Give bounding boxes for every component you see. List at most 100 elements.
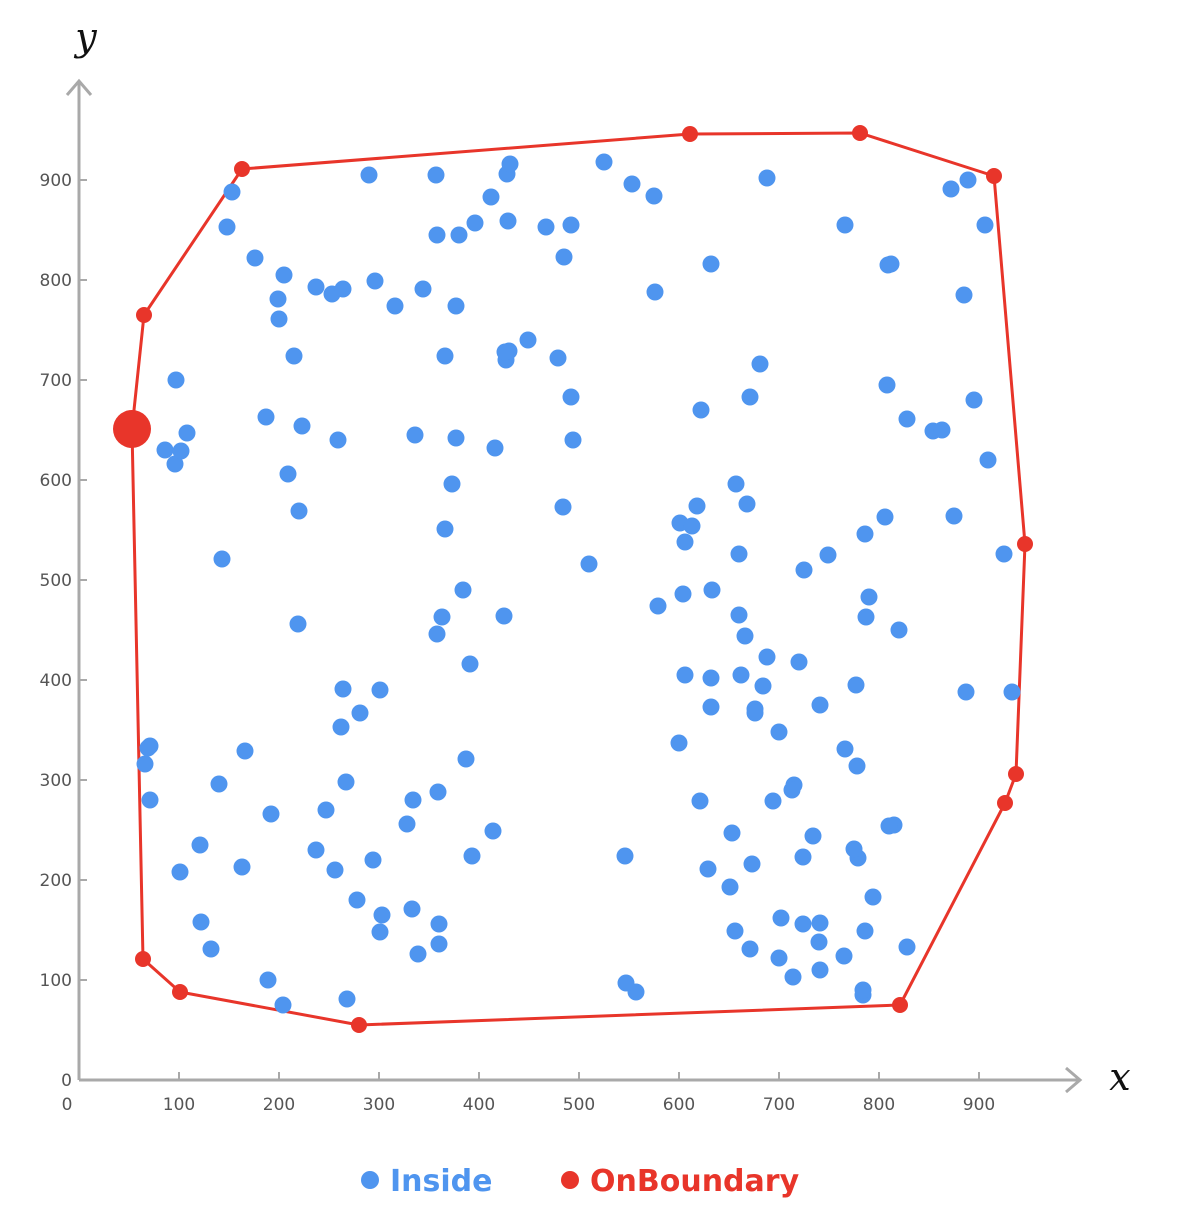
x-tick-label: 800 <box>863 1095 895 1115</box>
inside-point <box>501 155 519 173</box>
inside-point <box>810 933 828 951</box>
inside-point <box>307 841 325 859</box>
inside-point <box>616 847 634 865</box>
inside-point <box>334 680 352 698</box>
inside-point <box>274 996 292 1014</box>
inside-point <box>794 848 812 866</box>
inside-point <box>436 347 454 365</box>
legend-onboundary-marker <box>561 1171 579 1189</box>
inside-point <box>285 347 303 365</box>
inside-point <box>794 915 812 933</box>
inside-point <box>649 597 667 615</box>
inside-point <box>741 388 759 406</box>
inside-point <box>329 431 347 449</box>
inside-point <box>486 439 504 457</box>
inside-point <box>450 226 468 244</box>
y-tick-label: 700 <box>40 371 72 391</box>
inside-point <box>555 248 573 266</box>
inside-point <box>857 608 875 626</box>
inside-point <box>270 310 288 328</box>
x-tick-label: 600 <box>663 1095 695 1115</box>
inside-point <box>770 949 788 967</box>
y-tick-label: 200 <box>40 871 72 891</box>
inside-point <box>898 410 916 428</box>
y-tick-label: 100 <box>40 971 72 991</box>
boundary-point <box>172 984 188 1000</box>
inside-point <box>178 424 196 442</box>
inside-point <box>702 255 720 273</box>
inside-point <box>139 739 157 757</box>
x-tick-label: 200 <box>263 1095 295 1115</box>
inside-point <box>864 888 882 906</box>
legend: Inside OnBoundary <box>361 1164 800 1199</box>
x-tick-label: 0 <box>62 1095 73 1115</box>
inside-point <box>262 805 280 823</box>
boundary-point <box>892 997 908 1013</box>
inside-point <box>836 740 854 758</box>
inside-point <box>218 218 236 236</box>
inside-points <box>136 153 1021 1014</box>
inside-point <box>259 971 277 989</box>
inside-point <box>741 940 759 958</box>
legend-onboundary-label: OnBoundary <box>590 1164 800 1199</box>
inside-point <box>564 431 582 449</box>
highlighted-boundary-point <box>113 410 151 448</box>
x-tick-label: 700 <box>763 1095 795 1115</box>
inside-point <box>965 391 983 409</box>
inside-point <box>811 914 829 932</box>
inside-point <box>406 426 424 444</box>
inside-point <box>371 923 389 941</box>
inside-point <box>454 581 472 599</box>
inside-point <box>499 212 517 230</box>
inside-point <box>835 947 853 965</box>
boundary-point <box>1008 766 1024 782</box>
inside-point <box>691 792 709 810</box>
inside-point <box>811 696 829 714</box>
inside-point <box>890 621 908 639</box>
inside-point <box>754 677 772 695</box>
inside-point <box>784 968 802 986</box>
inside-point <box>326 861 344 879</box>
inside-point <box>976 216 994 234</box>
inside-point <box>723 824 741 842</box>
inside-point <box>364 851 382 869</box>
inside-point <box>427 166 445 184</box>
inside-point <box>727 475 745 493</box>
y-tick-label: 800 <box>40 271 72 291</box>
inside-point <box>836 216 854 234</box>
inside-point <box>482 188 500 206</box>
inside-point <box>617 974 635 992</box>
y-axis-arrow <box>65 78 93 96</box>
inside-point <box>595 153 613 171</box>
inside-point <box>429 783 447 801</box>
inside-point <box>461 655 479 673</box>
y-tick-label: 400 <box>40 671 72 691</box>
boundary-point <box>852 125 868 141</box>
inside-point <box>332 718 350 736</box>
inside-point <box>348 891 366 909</box>
boundary-point <box>234 161 250 177</box>
inside-point <box>683 517 701 535</box>
inside-point <box>730 545 748 563</box>
inside-point <box>898 938 916 956</box>
y-ticks: 0 100 200 300 400 500 600 700 800 900 <box>40 171 87 1091</box>
inside-point <box>171 863 189 881</box>
y-axis-title: y <box>73 15 97 59</box>
inside-point <box>338 990 356 1008</box>
inside-point <box>721 878 739 896</box>
inside-point <box>1003 683 1021 701</box>
inside-point <box>856 922 874 940</box>
inside-point <box>275 266 293 284</box>
inside-point <box>945 507 963 525</box>
inside-point <box>736 627 754 645</box>
inside-point <box>957 683 975 701</box>
inside-point <box>213 550 231 568</box>
inside-point <box>876 508 894 526</box>
inside-point <box>623 175 641 193</box>
boundary-point <box>986 168 1002 184</box>
inside-point <box>751 355 769 373</box>
y-tick-label: 600 <box>40 471 72 491</box>
inside-point <box>795 561 813 579</box>
inside-point <box>848 757 866 775</box>
inside-point <box>732 666 750 684</box>
